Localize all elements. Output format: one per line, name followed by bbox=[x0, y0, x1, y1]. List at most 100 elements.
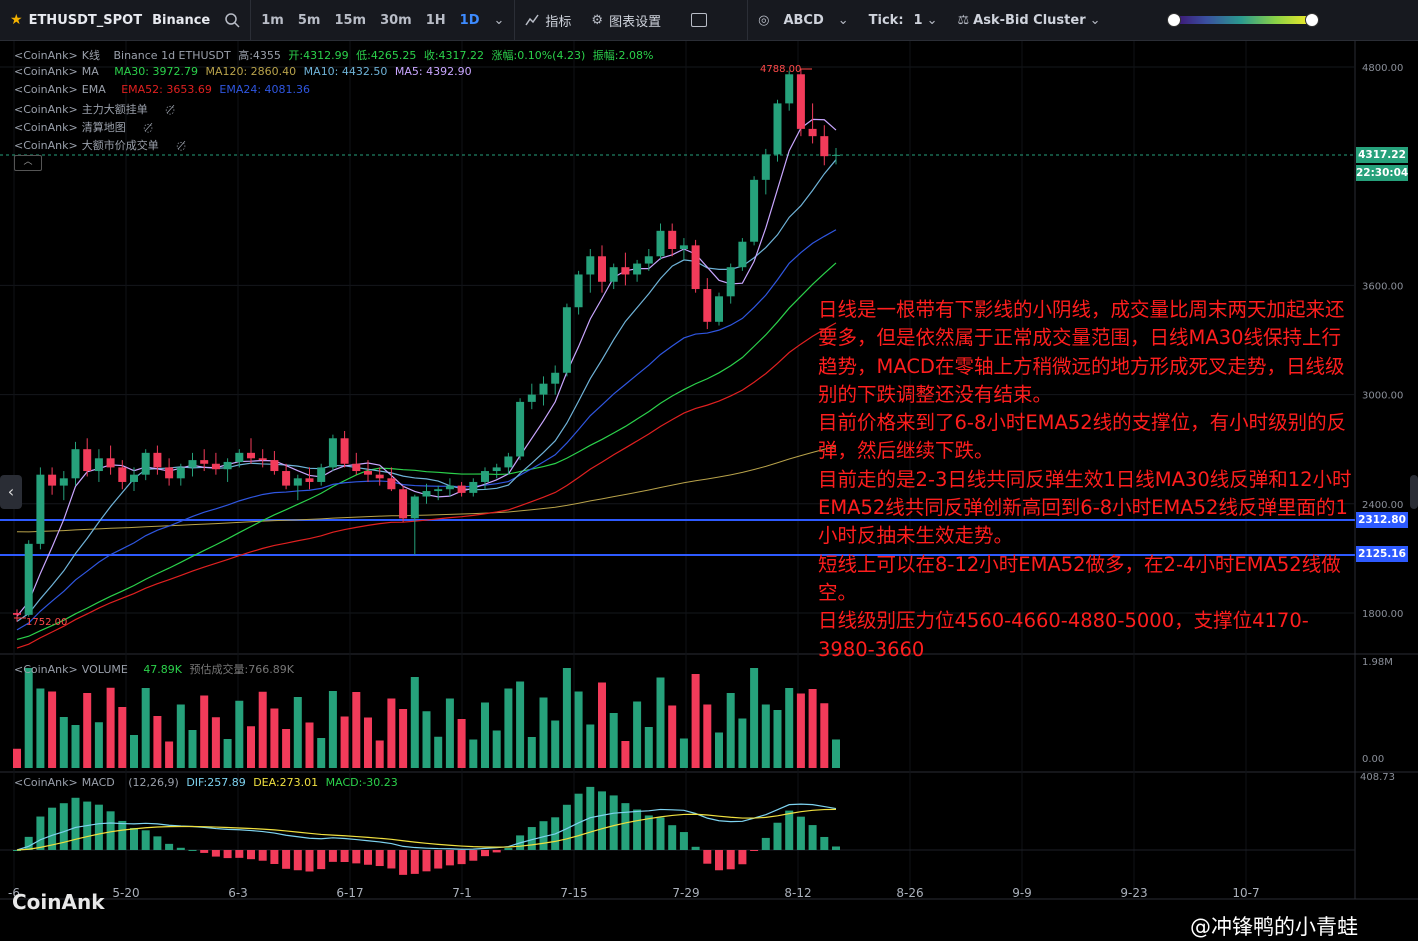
time-tick-label: 9-23 bbox=[1120, 886, 1147, 900]
legend-change: 涨幅:0.10%(4.23) bbox=[491, 49, 586, 62]
timeframe-1h[interactable]: 1H bbox=[425, 12, 446, 28]
annotation-line-5: 日线级别压力位4560-4660-4880-5000，支撑位4170-3980-… bbox=[818, 609, 1309, 661]
volume-bar bbox=[71, 725, 80, 768]
macd-histogram-bar bbox=[94, 804, 103, 850]
macd-histogram-bar bbox=[24, 836, 33, 850]
chart-settings-label: 图表设置 bbox=[609, 14, 662, 30]
macd-histogram-bar bbox=[118, 820, 127, 850]
timeframe-30m[interactable]: 30m bbox=[380, 12, 412, 28]
heatmap-range-slider[interactable] bbox=[1161, 0, 1321, 40]
candle-body bbox=[24, 543, 33, 615]
volume-bar bbox=[422, 711, 431, 768]
candle-body bbox=[726, 267, 735, 297]
volume-bar bbox=[504, 688, 513, 768]
candle-body bbox=[375, 474, 384, 479]
candle-body bbox=[820, 136, 829, 157]
macd-histogram-bar bbox=[270, 850, 279, 864]
volume-bar bbox=[293, 697, 302, 768]
indicators-button[interactable]: 指标 bbox=[515, 0, 581, 40]
candle-body bbox=[574, 274, 583, 308]
time-tick-label: 10-7 bbox=[1232, 886, 1259, 900]
legend-name: MACD bbox=[81, 776, 115, 789]
candle-body bbox=[481, 471, 489, 482]
collapse-legend-button[interactable]: ︿ bbox=[14, 155, 42, 171]
level-tag-2: 2125.16 bbox=[1356, 546, 1408, 562]
layout-button[interactable] bbox=[681, 0, 717, 40]
hidden-eye-icon[interactable]: ◌̸ bbox=[165, 103, 175, 116]
candle-body bbox=[773, 103, 782, 155]
macd-histogram-bar bbox=[258, 850, 267, 861]
timeframe-group: 1m 5m 15m 30m 1H 1D ⌄ bbox=[251, 0, 514, 40]
volume-bar bbox=[644, 727, 653, 768]
range-knob-left[interactable] bbox=[1166, 13, 1181, 27]
volume-bar bbox=[364, 717, 372, 768]
volume-axis-bottom: 0.00 bbox=[1362, 754, 1384, 765]
chevron-down-icon[interactable]: ⌄ bbox=[493, 12, 505, 28]
chart-area[interactable]: 4800.00 3600.00 3000.00 2400.00 1800.00 -6 5-2… bbox=[0, 41, 1418, 939]
macd-histogram-bar bbox=[305, 850, 314, 872]
macd-histogram-bar bbox=[492, 850, 501, 853]
volume-bar bbox=[679, 738, 688, 768]
volume-bar bbox=[609, 713, 618, 768]
volume-bar bbox=[516, 681, 525, 768]
macd-histogram-bar bbox=[481, 850, 489, 857]
volume-bar bbox=[48, 691, 57, 768]
toolbar: ★ ETHUSDT_SPOT Binance 1m 5m 15m 30m 1H … bbox=[0, 0, 1418, 41]
time-tick-label: 7-15 bbox=[560, 886, 587, 900]
hidden-eye-icon[interactable]: ◌̸ bbox=[143, 121, 153, 134]
timeframe-1d[interactable]: 1D bbox=[459, 12, 480, 28]
legend-ma120: MA120: 2860.40 bbox=[205, 65, 297, 78]
candle-body bbox=[176, 467, 185, 479]
volume-bar bbox=[434, 736, 443, 768]
chart-settings-button[interactable]: ⚙ 图表设置 bbox=[581, 0, 671, 40]
volume-bar bbox=[200, 695, 209, 768]
macd-histogram-bar bbox=[48, 807, 57, 850]
axes: 4800.00 3600.00 3000.00 2400.00 1800.00 -6 5-2… bbox=[8, 63, 1403, 900]
chevron-down-icon: ⌄ bbox=[837, 12, 849, 28]
legend-macd-params: (12,26,9) bbox=[128, 776, 179, 789]
star-icon[interactable]: ★ bbox=[10, 12, 23, 28]
volume-bar bbox=[118, 707, 127, 768]
scroll-left-button[interactable]: ‹ bbox=[0, 475, 22, 509]
symbol-area[interactable]: ★ ETHUSDT_SPOT Binance bbox=[0, 0, 250, 40]
macd-histogram-bar bbox=[188, 849, 197, 851]
range-knob-right[interactable] bbox=[1304, 13, 1319, 27]
time-tick-label: 5-20 bbox=[112, 886, 139, 900]
volume-bar bbox=[165, 741, 174, 768]
macd-histogram-bar bbox=[656, 817, 665, 850]
price-tick-label: 4800.00 bbox=[1362, 63, 1403, 74]
abcd-button[interactable]: ◎ ABCD ⌄ bbox=[748, 0, 859, 40]
low-price-label: 1752.00 bbox=[26, 617, 67, 628]
candle-body bbox=[83, 449, 92, 472]
tick-select[interactable]: Tick: 1 ⌄ bbox=[859, 0, 948, 40]
candle-body bbox=[516, 401, 525, 457]
legend-dif: DIF:257.89 bbox=[186, 776, 246, 789]
volume-bar bbox=[258, 691, 267, 768]
volume-bar bbox=[750, 668, 759, 768]
hidden-eye-icon[interactable]: ◌̸ bbox=[176, 139, 186, 152]
timeframe-5m[interactable]: 5m bbox=[297, 12, 321, 28]
volume-bar bbox=[562, 668, 571, 768]
candle-body bbox=[656, 230, 665, 257]
search-icon[interactable] bbox=[224, 12, 240, 28]
scroll-right-button[interactable] bbox=[1410, 475, 1418, 509]
macd-histogram-bar bbox=[434, 850, 443, 869]
chart-canvas[interactable]: 4800.00 3600.00 3000.00 2400.00 1800.00 -6 5-2… bbox=[0, 41, 1418, 911]
volume-bar bbox=[247, 726, 255, 768]
time-tick-label: 6-17 bbox=[336, 886, 363, 900]
candle-body bbox=[118, 467, 127, 482]
candle-body bbox=[633, 263, 642, 275]
legend-prefix: <CoinAnk> bbox=[14, 663, 78, 676]
macd-histogram-bar bbox=[399, 850, 408, 875]
candle-body bbox=[258, 458, 267, 461]
macd-histogram-bar bbox=[200, 850, 209, 853]
timeframe-15m[interactable]: 15m bbox=[334, 12, 367, 28]
legend-ma10: MA10: 4432.50 bbox=[303, 65, 388, 78]
volume-bar bbox=[527, 737, 536, 768]
timeframe-1m[interactable]: 1m bbox=[261, 12, 284, 28]
cluster-select[interactable]: ⚖ Ask-Bid Cluster ⌄ bbox=[947, 0, 1110, 40]
candle-body bbox=[703, 289, 712, 322]
time-tick-label: 8-26 bbox=[896, 886, 923, 900]
ema24-line bbox=[16, 229, 837, 631]
candle-body bbox=[668, 230, 677, 249]
